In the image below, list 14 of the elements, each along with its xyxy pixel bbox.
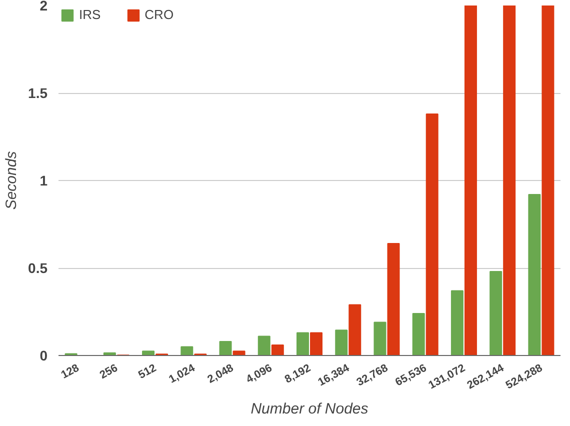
x-tick-label: 256 (98, 362, 120, 382)
legend-label: IRS (79, 7, 101, 22)
legend-label: CRO (144, 7, 174, 22)
y-axis-title: Seconds (3, 150, 20, 210)
x-axis-title: Number of Nodes (250, 400, 369, 418)
y-tick-label: 2 (40, 0, 48, 14)
x-tick-label: 512 (136, 362, 158, 382)
x-tick-label: 4,096 (244, 362, 274, 386)
y-tick-label: 0.5 (28, 260, 48, 276)
y-tick-label: 1 (40, 172, 48, 188)
y-tick-label: 1.5 (28, 85, 48, 101)
x-tick-label: 128 (59, 362, 82, 382)
y-tick-label: 0 (40, 348, 48, 364)
x-tick-label: 8,192 (282, 362, 313, 386)
